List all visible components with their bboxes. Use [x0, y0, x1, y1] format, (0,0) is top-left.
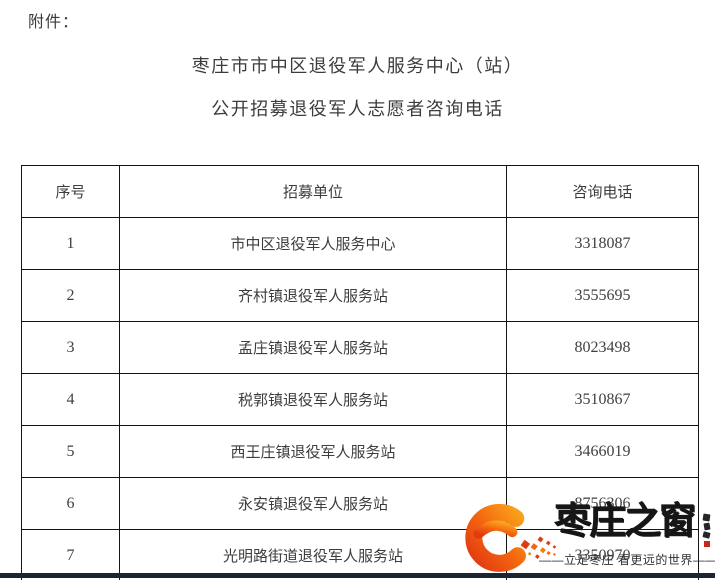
header-consultation-phone: 咨询电话	[506, 165, 699, 218]
row-unit: 永安镇退役军人服务站	[119, 477, 507, 530]
row-unit: 西王庄镇退役军人服务站	[119, 425, 507, 478]
header-serial-number: 序号	[21, 165, 120, 218]
table-row: 2 齐村镇退役军人服务站 3555695	[21, 269, 699, 322]
row-serial: 4	[21, 373, 120, 426]
row-phone: 3555695	[506, 269, 699, 322]
row-phone: 3510867	[506, 373, 699, 426]
row-serial: 6	[21, 477, 120, 530]
red-seal-icon	[703, 541, 710, 547]
row-unit: 光明路街道退役军人服务站	[119, 529, 507, 580]
row-phone: 8756306	[506, 477, 699, 530]
document-title-line1: 枣庄市市中区退役军人服务中心（站）	[191, 56, 524, 76]
row-phone: 8023498	[506, 321, 699, 374]
row-unit: 市中区退役军人服务中心	[119, 217, 507, 270]
row-unit: 税郭镇退役军人服务站	[119, 373, 507, 426]
table-row: 3 孟庄镇退役军人服务站 8023498	[21, 321, 699, 374]
table-row: 5 西王庄镇退役军人服务站 3466019	[21, 425, 699, 478]
row-serial: 5	[21, 425, 120, 478]
page-bottom-divider-bar	[0, 573, 715, 578]
row-serial: 2	[21, 269, 120, 322]
table-header-row: 序号 招募单位 咨询电话	[21, 165, 699, 218]
document-title-line2: 公开招募退役军人志愿者咨询电话	[211, 99, 504, 119]
row-phone: 3466019	[506, 425, 699, 478]
row-serial: 1	[21, 217, 120, 270]
table-row: 4 税郭镇退役军人服务站 3510867	[21, 373, 699, 426]
table-row: 6 永安镇退役军人服务站 8756306	[21, 477, 699, 530]
row-unit: 齐村镇退役军人服务站	[119, 269, 507, 322]
row-unit: 孟庄镇退役军人服务站	[119, 321, 507, 374]
row-serial: 3	[21, 321, 120, 374]
header-recruiting-unit: 招募单位	[119, 165, 507, 218]
row-serial: 7	[21, 529, 120, 580]
row-phone: 3318087	[506, 217, 699, 270]
attachment-label: 附件：	[28, 14, 80, 31]
calligraphy-signature-seal	[702, 513, 711, 547]
table-row: 1 市中区退役军人服务中心 3318087	[21, 217, 699, 270]
contact-phone-table: 序号 招募单位 咨询电话 1 市中区退役军人服务中心 3318087 2 齐村镇…	[21, 165, 699, 580]
